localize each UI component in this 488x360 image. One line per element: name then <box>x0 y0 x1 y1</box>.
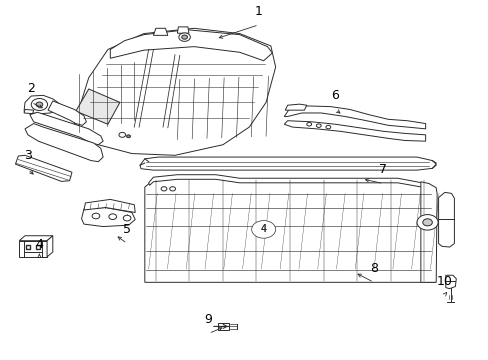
Circle shape <box>119 132 125 137</box>
Circle shape <box>123 215 131 221</box>
Text: 1: 1 <box>254 5 262 18</box>
Text: 5: 5 <box>123 224 131 237</box>
Polygon shape <box>284 106 425 129</box>
Circle shape <box>31 99 47 111</box>
Circle shape <box>161 187 166 191</box>
Polygon shape <box>24 95 60 114</box>
Polygon shape <box>420 182 436 282</box>
Polygon shape <box>19 236 53 241</box>
Text: 9: 9 <box>204 314 212 327</box>
Polygon shape <box>76 89 120 124</box>
Circle shape <box>325 125 330 129</box>
Polygon shape <box>19 241 47 257</box>
Circle shape <box>316 124 321 127</box>
Polygon shape <box>16 155 72 181</box>
Circle shape <box>126 135 130 138</box>
Circle shape <box>182 35 187 39</box>
Polygon shape <box>84 199 135 212</box>
Polygon shape <box>144 177 434 282</box>
Circle shape <box>109 214 116 220</box>
Text: 2: 2 <box>27 82 35 95</box>
Text: 4: 4 <box>36 238 43 251</box>
Text: 4: 4 <box>260 224 266 234</box>
Polygon shape <box>218 323 229 330</box>
Circle shape <box>416 215 437 230</box>
Polygon shape <box>140 157 435 170</box>
Polygon shape <box>284 121 425 141</box>
Polygon shape <box>47 236 53 257</box>
Polygon shape <box>24 109 34 114</box>
Text: 8: 8 <box>369 262 377 275</box>
Polygon shape <box>48 101 86 125</box>
Polygon shape <box>25 123 103 162</box>
Polygon shape <box>153 28 167 35</box>
Text: 3: 3 <box>24 149 32 162</box>
Text: 10: 10 <box>436 275 452 288</box>
Circle shape <box>306 122 311 126</box>
Circle shape <box>92 213 100 219</box>
Polygon shape <box>285 104 306 110</box>
Text: 4: 4 <box>260 224 266 234</box>
Polygon shape <box>110 30 272 61</box>
Circle shape <box>422 219 431 226</box>
Polygon shape <box>445 275 455 289</box>
Circle shape <box>179 33 190 41</box>
Polygon shape <box>177 27 188 33</box>
Polygon shape <box>81 207 135 226</box>
Polygon shape <box>74 28 275 155</box>
Polygon shape <box>30 112 103 145</box>
Polygon shape <box>148 175 421 187</box>
Circle shape <box>251 221 275 238</box>
Polygon shape <box>438 192 453 247</box>
Circle shape <box>36 102 42 107</box>
Text: 6: 6 <box>331 89 339 102</box>
Text: 7: 7 <box>379 163 386 176</box>
Circle shape <box>169 187 175 191</box>
